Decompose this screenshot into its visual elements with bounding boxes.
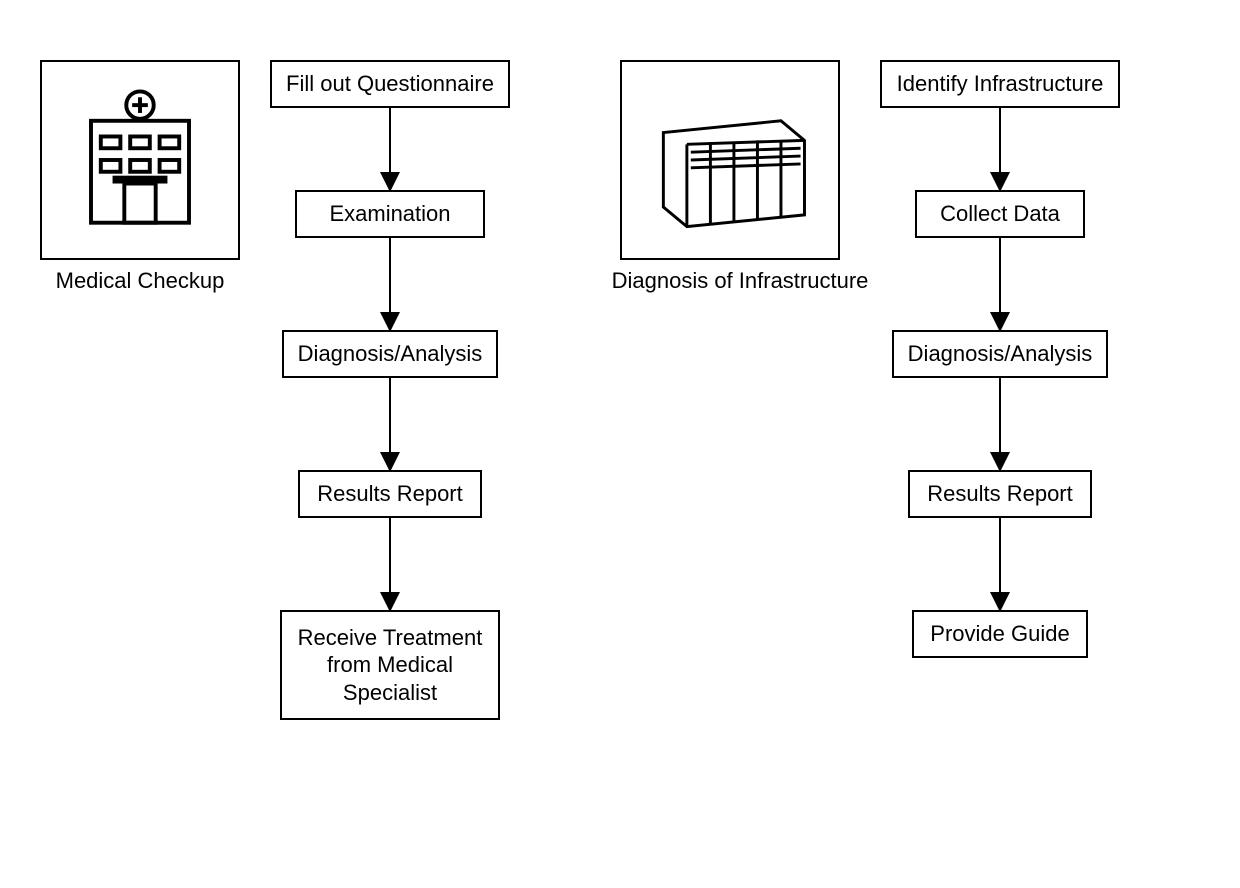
right-caption: Diagnosis of Infrastructure: [590, 268, 890, 294]
flow-node-r4: Results Report: [908, 470, 1092, 518]
caption-text: Medical Checkup: [56, 268, 225, 293]
flow-node-label: Examination: [329, 200, 450, 228]
left-caption: Medical Checkup: [40, 268, 240, 294]
flow-node-l5: Receive Treatment from Medical Specialis…: [280, 610, 500, 720]
right-icon-box: [620, 60, 840, 260]
flow-node-l4: Results Report: [298, 470, 482, 518]
flow-node-l3: Diagnosis/Analysis: [282, 330, 498, 378]
flow-node-label: Collect Data: [940, 200, 1060, 228]
flow-node-label: Results Report: [927, 480, 1073, 508]
flowchart-canvas: Medical Checkup Fill out Questionnaire Exa…: [0, 0, 1240, 888]
flow-node-label: Identify Infrastructure: [897, 70, 1104, 98]
flow-node-label: Fill out Questionnaire: [286, 70, 494, 98]
flow-node-label: Receive Treatment from Medical Specialis…: [290, 624, 490, 707]
flow-node-l1: Fill out Questionnaire: [270, 60, 510, 108]
flow-node-label: Results Report: [317, 480, 463, 508]
flow-node-label: Diagnosis/Analysis: [298, 340, 483, 368]
servers-icon: [622, 62, 838, 258]
flow-node-label: Diagnosis/Analysis: [908, 340, 1093, 368]
hospital-icon: [42, 62, 238, 258]
flow-node-r1: Identify Infrastructure: [880, 60, 1120, 108]
flow-node-l2: Examination: [295, 190, 485, 238]
caption-text: Diagnosis of Infrastructure: [612, 268, 869, 293]
left-icon-box: [40, 60, 240, 260]
flow-node-r3: Diagnosis/Analysis: [892, 330, 1108, 378]
flow-node-label: Provide Guide: [930, 620, 1069, 648]
flow-node-r2: Collect Data: [915, 190, 1085, 238]
flow-node-r5: Provide Guide: [912, 610, 1088, 658]
